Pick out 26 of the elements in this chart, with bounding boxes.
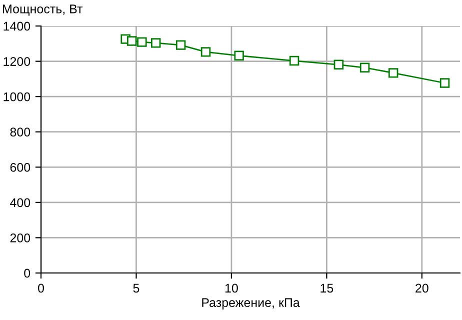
- point: [150, 38, 161, 48]
- y-axis-title: Мощность, Вт: [3, 4, 83, 16]
- y-tick-label: 800: [10, 128, 30, 137]
- point: [200, 47, 211, 57]
- point: [137, 37, 147, 47]
- x-tick-label: 0: [38, 284, 44, 293]
- x-axis-title: Разрежение, кПа: [202, 298, 300, 310]
- y-tick-label: 200: [10, 234, 30, 242]
- y-tick-label: 1200: [4, 57, 30, 66]
- point: [440, 78, 450, 88]
- y-tick-label: 1000: [4, 92, 30, 102]
- x-tick-label: 20: [416, 284, 428, 293]
- x-tick-label: 15: [320, 284, 334, 293]
- point: [234, 50, 244, 60]
- y-tick-label: 0: [24, 268, 30, 278]
- point: [176, 40, 186, 50]
- point: [289, 56, 300, 66]
- y-tick-label: 1400: [4, 22, 30, 31]
- y-tick-label: 400: [10, 198, 30, 208]
- y-tick-label: 600: [10, 162, 30, 172]
- x-tick-label: 10: [225, 284, 238, 293]
- point: [334, 60, 344, 70]
- x-tick-label: 5: [133, 284, 140, 293]
- point: [360, 62, 370, 72]
- point: [388, 68, 398, 78]
- point: [126, 36, 137, 46]
